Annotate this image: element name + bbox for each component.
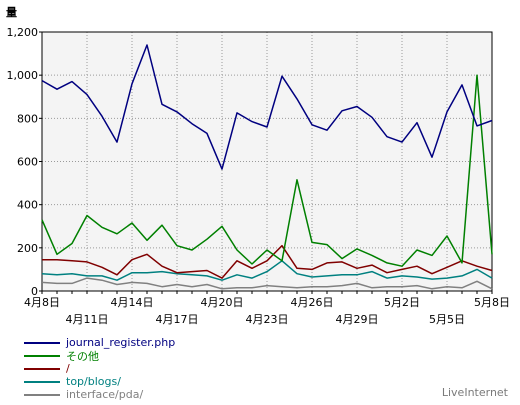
legend: journal_register.php その他 / top/blogs/ in…	[24, 336, 175, 401]
x-tick-label: 5月5日	[429, 313, 465, 326]
x-tick-label: 5月8日	[474, 296, 510, 309]
legend-item-top-blogs: top/blogs/	[24, 375, 175, 388]
series-line	[41, 277, 493, 290]
y-tick-label: 400	[17, 199, 38, 212]
x-tick-label: 4月17日	[156, 313, 199, 326]
legend-label: /	[66, 362, 70, 375]
legend-label: top/blogs/	[66, 375, 121, 388]
x-tick-label: 4月8日	[24, 296, 60, 309]
legend-swatch	[24, 393, 60, 396]
legend-item-journal-register: journal_register.php	[24, 336, 175, 349]
legend-swatch	[24, 354, 60, 357]
x-tick-label: 4月26日	[291, 296, 334, 309]
y-tick-label: 1,000	[7, 69, 39, 82]
y-tick-label: 0	[31, 285, 38, 298]
x-tick-label: 4月11日	[66, 313, 109, 326]
y-tick-label: 600	[17, 156, 38, 169]
x-tick-label: 5月2日	[384, 296, 420, 309]
legend-swatch	[24, 341, 60, 344]
series-line	[41, 260, 493, 281]
x-tick-label: 4月20日	[201, 296, 244, 309]
legend-item-interface-pda: interface/pda/	[24, 388, 175, 401]
legend-label: その他	[66, 349, 99, 363]
legend-label: interface/pda/	[66, 388, 144, 401]
legend-item-root: /	[24, 362, 175, 375]
y-tick-label: 1,200	[7, 26, 39, 39]
series-line	[41, 44, 493, 170]
legend-label: journal_register.php	[66, 336, 176, 349]
x-tick-label: 4月23日	[246, 313, 289, 326]
legend-item-other: その他	[24, 349, 175, 363]
series-line	[41, 74, 493, 267]
legend-swatch	[24, 367, 60, 370]
y-tick-label: 200	[17, 242, 38, 255]
y-tick-label: 800	[17, 112, 38, 125]
series-line	[42, 244, 493, 279]
x-tick-label: 4月14日	[111, 296, 154, 309]
brand-footer: LiveInternet	[441, 386, 508, 399]
x-tick-label: 4月29日	[336, 313, 379, 326]
y-axis-label: 量	[6, 6, 17, 19]
legend-swatch	[24, 380, 60, 383]
